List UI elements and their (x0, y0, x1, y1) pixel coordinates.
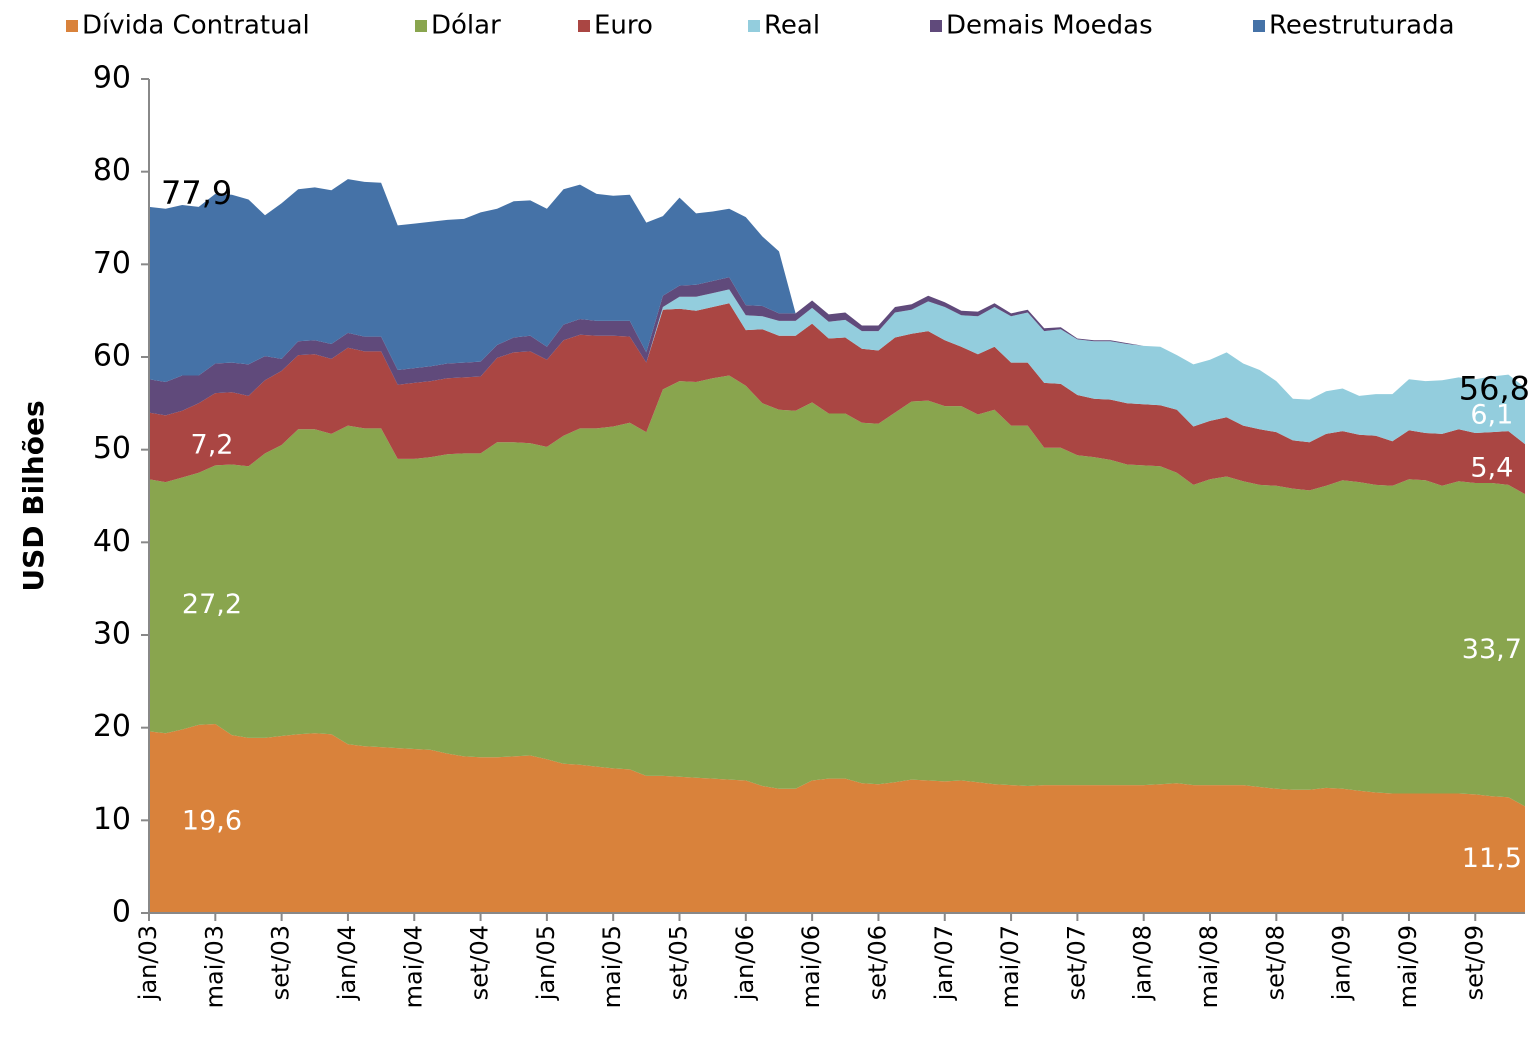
x-tick-label: set/04 (466, 925, 494, 1000)
legend-label: Real (764, 11, 820, 41)
x-tick-label: mai/07 (996, 925, 1024, 1008)
y-tick-label: 40 (93, 524, 131, 559)
y-tick-label: 90 (93, 61, 131, 96)
x-tick-label: mai/05 (598, 925, 626, 1008)
legend-swatch (415, 20, 427, 32)
x-tick-label: mai/08 (1195, 925, 1223, 1008)
y-tick-label: 30 (93, 617, 131, 652)
data-label: 5,4 (1470, 453, 1513, 484)
legend-swatch (748, 20, 760, 32)
legend-label: Dívida Contratual (82, 11, 310, 41)
data-label: 19,6 (182, 806, 242, 837)
legend-label: Demais Moedas (946, 11, 1153, 41)
total-label: 56,8 (1459, 370, 1530, 408)
data-label: 33,7 (1462, 634, 1522, 665)
legend-label: Dólar (431, 11, 501, 41)
legend-label: Euro (594, 11, 653, 41)
x-tick-label: set/03 (267, 925, 295, 1000)
legend-swatch (930, 20, 942, 32)
y-axis-title: USD Bilhões (17, 400, 50, 591)
data-label: 11,5 (1462, 843, 1522, 874)
area (149, 179, 1525, 400)
legend-label: Reestruturada (1269, 11, 1455, 41)
y-tick-label: 80 (93, 153, 131, 188)
y-tick-label: 50 (93, 431, 131, 466)
area (149, 289, 1525, 445)
x-tick-label: set/09 (1460, 925, 1488, 1000)
x-tick-label: set/07 (1062, 925, 1090, 1000)
total-label: 77,9 (161, 174, 232, 212)
x-tick-label: jan/09 (1328, 925, 1356, 1001)
x-tick-label: mai/04 (399, 925, 427, 1008)
legend-swatch (578, 20, 590, 32)
y-tick-label: 70 (93, 246, 131, 281)
x-tick-label: jan/07 (930, 925, 958, 1001)
legend-swatch (66, 20, 78, 32)
data-label: 7,2 (191, 429, 234, 460)
area (149, 375, 1525, 807)
y-tick-label: 0 (112, 895, 131, 930)
x-tick-label: jan/05 (532, 925, 560, 1001)
x-tick-label: jan/04 (333, 925, 361, 1001)
x-tick-label: mai/06 (797, 925, 825, 1008)
y-tick-label: 10 (93, 802, 131, 837)
legend-swatch (1253, 20, 1265, 32)
x-tick-label: mai/09 (1394, 925, 1422, 1008)
y-tick-label: 20 (93, 709, 131, 744)
x-tick-label: jan/06 (731, 925, 759, 1001)
area (149, 724, 1525, 913)
area (149, 303, 1525, 495)
y-tick-label: 60 (93, 339, 131, 374)
x-tick-label: set/05 (665, 925, 693, 1000)
data-label: 6,1 (1470, 399, 1513, 430)
x-tick-label: jan/08 (1129, 925, 1157, 1001)
x-tick-label: jan/03 (134, 925, 162, 1001)
x-tick-label: set/08 (1261, 925, 1289, 1000)
x-tick-label: set/06 (863, 925, 891, 1000)
x-tick-label: mai/03 (200, 925, 228, 1008)
data-label: 27,2 (182, 589, 242, 620)
